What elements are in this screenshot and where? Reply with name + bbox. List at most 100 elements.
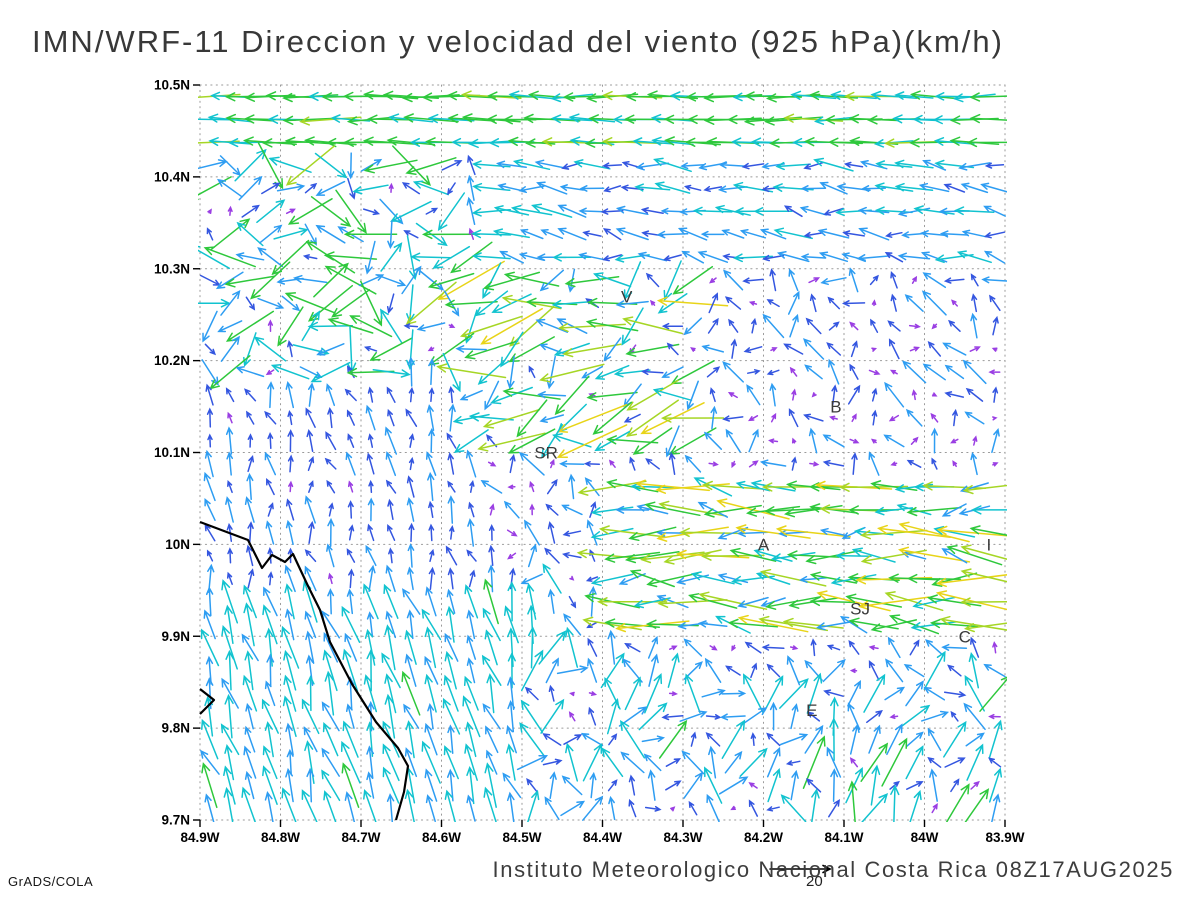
wind-vector (668, 427, 717, 455)
wind-vector (647, 769, 656, 801)
wind-vector (594, 430, 631, 452)
wind-vector (822, 459, 845, 467)
wind-vector (783, 205, 803, 218)
wind-vector (281, 625, 300, 669)
wind-vector (625, 399, 679, 437)
wind-vector (573, 159, 611, 170)
wind-vector (241, 786, 256, 822)
wind-vector (257, 142, 284, 190)
wind-vector (200, 749, 220, 775)
wind-vector (372, 369, 411, 378)
wind-vector (751, 317, 757, 334)
wind-vector (527, 604, 536, 645)
wind-vector (861, 185, 887, 192)
wind-vector (449, 525, 455, 540)
wind-vector (839, 616, 868, 634)
wind-vector (743, 346, 763, 354)
wind-vector (503, 605, 519, 644)
wind-vector (326, 543, 335, 568)
wind-vector (264, 680, 276, 707)
wind-vectors (198, 90, 1007, 822)
wind-vector (267, 381, 275, 409)
wind-vector (264, 791, 274, 822)
wind-vector (265, 369, 275, 376)
wind-vector (467, 174, 475, 201)
wind-vector (464, 584, 479, 619)
wind-vector (972, 435, 978, 446)
wind-vector (483, 786, 497, 822)
wind-vector (603, 337, 622, 362)
wind-vector (205, 586, 214, 617)
wind-vector (581, 365, 603, 379)
wind-vector (507, 676, 515, 711)
wind-vector (727, 391, 738, 399)
wind-vector (202, 310, 218, 343)
wind-vector (769, 382, 777, 407)
wind-vector (615, 300, 649, 309)
wind-vector (424, 626, 437, 669)
wind-vector (198, 298, 231, 308)
wind-vector (446, 768, 455, 802)
wind-vector (388, 547, 394, 564)
wind-vector (762, 313, 785, 339)
wind-vector (960, 544, 1007, 560)
wind-vector (544, 547, 560, 564)
wind-vector (663, 549, 722, 565)
wind-vector (594, 364, 630, 380)
wind-vector (829, 415, 838, 421)
wind-vector (747, 369, 761, 375)
wind-vector (983, 205, 1006, 217)
wind-vector (934, 254, 974, 264)
wind-vector (927, 727, 942, 751)
wind-vector (557, 227, 587, 241)
wind-vector (545, 503, 559, 516)
wind-vector (323, 790, 337, 822)
wind-vector (315, 180, 346, 196)
wind-vector (848, 267, 859, 293)
wind-vector (811, 392, 817, 398)
wind-vector (486, 673, 496, 714)
wind-vector (352, 184, 389, 195)
wind-vector (424, 673, 437, 713)
wind-vector (507, 484, 516, 490)
wind-vector (763, 675, 784, 712)
wind-vector (750, 662, 758, 679)
wind-vector (728, 318, 739, 333)
wind-vector (477, 359, 506, 385)
wind-vector (722, 361, 744, 383)
wind-vector (943, 691, 967, 698)
wind-vector (307, 321, 354, 332)
wind-vector (507, 552, 517, 560)
wind-vector (493, 205, 530, 216)
wind-vector (791, 456, 797, 471)
wind-vector (849, 363, 859, 380)
wind-vector (482, 703, 501, 730)
wind-vector (528, 365, 536, 379)
wind-vector (648, 653, 659, 687)
wind-vector (506, 627, 516, 668)
wind-vector (343, 229, 398, 239)
wind-vector (624, 551, 680, 564)
wind-vector (238, 175, 263, 201)
wind-vector (547, 521, 556, 544)
wind-vector (592, 272, 632, 288)
wind-vector (448, 403, 456, 432)
wind-vector (890, 461, 898, 466)
wind-vector (507, 428, 556, 454)
wind-vector (708, 745, 717, 779)
wind-vector (246, 544, 254, 567)
wind-vector (600, 208, 624, 215)
wind-vector (890, 293, 897, 312)
wind-vector (503, 271, 560, 287)
wind-vector (962, 359, 987, 385)
wind-vector (700, 230, 725, 238)
y-axis-label: 10.5N (154, 78, 190, 93)
wind-vector (326, 479, 336, 494)
wind-vector (388, 182, 394, 193)
wind-vector (709, 645, 718, 651)
wind-vector (802, 338, 825, 360)
wind-vector (766, 299, 780, 308)
wind-vector (669, 645, 678, 651)
wind-vector (890, 784, 900, 822)
